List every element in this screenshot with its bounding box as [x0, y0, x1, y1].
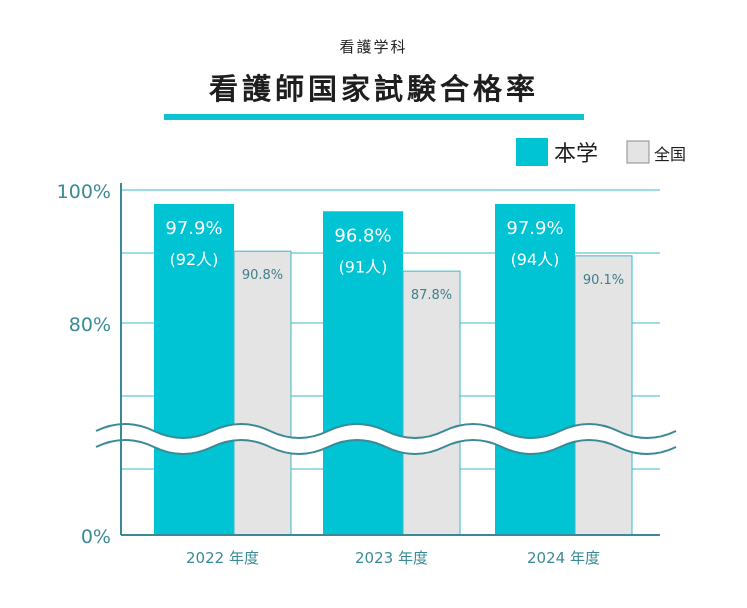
data-label-national: 90.1%: [583, 273, 624, 288]
axis-break-band: [96, 424, 676, 454]
legend-label-university: 本学: [554, 142, 598, 167]
data-sublabel-university: (91人): [339, 257, 388, 276]
data-label-national: 90.8%: [242, 268, 283, 283]
data-label-university: 96.8%: [334, 225, 391, 246]
y-tick-label: 100%: [57, 181, 111, 203]
legend-swatch-university: [516, 138, 548, 166]
chart-subtitle: 看護学科: [339, 38, 408, 56]
legend-label-national: 全国: [654, 145, 686, 164]
bar-national: [233, 250, 292, 536]
y-tick-label: 80%: [69, 314, 111, 336]
axis-break-line: [95, 439, 677, 455]
y-tick-label: 0%: [81, 526, 111, 548]
data-label-university: 97.9%: [165, 218, 222, 239]
bar-university: [154, 203, 234, 535]
category-label: 2024 年度: [527, 549, 600, 567]
bar-national: [574, 255, 633, 536]
data-label-national: 87.8%: [411, 288, 452, 303]
bar-national: [402, 270, 461, 536]
chart-title: 看護師国家試験合格率: [208, 72, 539, 106]
category-label: 2022 年度: [186, 549, 259, 567]
bar-university: [323, 211, 403, 535]
bar-university: [495, 203, 575, 535]
data-label-university: 97.9%: [506, 218, 563, 239]
axis-break-line: [95, 423, 677, 439]
data-sublabel-university: (92人): [170, 250, 219, 269]
category-label: 2023 年度: [355, 549, 428, 567]
legend-swatch-national: [626, 140, 650, 164]
title-underline: [164, 114, 584, 120]
data-sublabel-university: (94人): [511, 250, 560, 269]
